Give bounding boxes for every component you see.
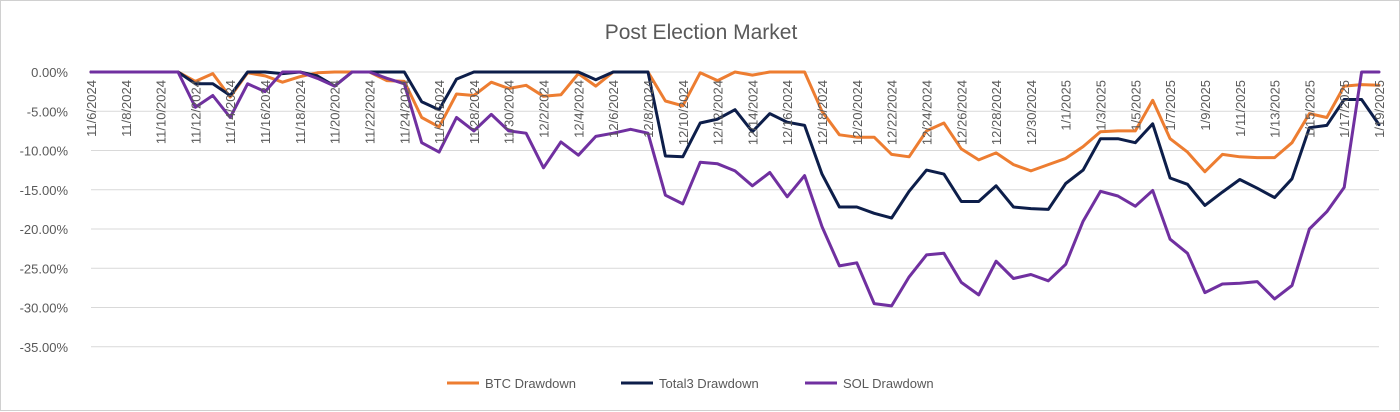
- series-line-total3-drawdown: [89, 70, 1381, 220]
- y-tick-label: -35.00%: [20, 340, 69, 355]
- series-line-sol-drawdown: [89, 70, 1381, 308]
- x-tick-label: 11/26/2024: [432, 80, 447, 144]
- x-tick-label: 11/14/2024: [223, 80, 238, 144]
- legend-item: Total3 Drawdown: [621, 376, 759, 391]
- y-tick-label: 0.00%: [31, 65, 68, 80]
- legend-item: BTC Drawdown: [447, 376, 576, 391]
- series-lines: [89, 70, 1381, 308]
- x-tick-label: 12/4/2024: [571, 80, 586, 138]
- x-tick-label: 1/19/2025: [1372, 80, 1387, 138]
- legend: BTC Drawdown Total3 Drawdown SOL Drawdown: [447, 376, 934, 391]
- x-tick-label: 11/6/2024: [84, 80, 99, 137]
- y-axis-ticks: 0.00% -5.00% -10.00% -15.00% -20.00% -25.00% -…: [20, 65, 69, 355]
- x-tick-label: 11/22/2024: [362, 80, 377, 144]
- legend-label: BTC Drawdown: [485, 376, 576, 391]
- gridlines: [91, 71, 1379, 348]
- x-tick-label: 1/5/2025: [1128, 80, 1143, 131]
- x-tick-label: 12/28/2024: [989, 80, 1004, 145]
- x-tick-label: 12/22/2024: [885, 80, 900, 145]
- y-tick-label: -20.00%: [20, 222, 69, 237]
- x-tick-label: 12/10/2024: [676, 80, 691, 145]
- x-tick-label: 1/15/2025: [1302, 80, 1317, 138]
- x-tick-label: 12/26/2024: [954, 80, 969, 145]
- x-tick-label: 12/16/2024: [780, 80, 795, 145]
- x-tick-label: 11/24/2024: [397, 80, 412, 144]
- x-tick-label: 12/8/2024: [641, 80, 656, 138]
- x-tick-label: 1/7/2025: [1163, 80, 1178, 131]
- x-tick-label: 11/12/2024: [188, 80, 203, 144]
- x-tick-label: 11/10/2024: [154, 80, 169, 144]
- x-tick-label: 11/30/2024: [502, 80, 517, 144]
- x-tick-label: 1/11/2025: [1233, 80, 1248, 137]
- legend-label: SOL Drawdown: [843, 376, 934, 391]
- x-tick-label: 1/3/2025: [1094, 80, 1109, 131]
- x-tick-label: 11/28/2024: [467, 80, 482, 144]
- legend-item: SOL Drawdown: [805, 376, 934, 391]
- y-tick-label: -10.00%: [20, 144, 69, 159]
- x-tick-label: 1/9/2025: [1198, 80, 1213, 131]
- x-tick-label: 1/13/2025: [1268, 80, 1283, 138]
- x-tick-label: 1/1/2025: [1059, 80, 1074, 131]
- x-tick-label: 12/20/2024: [850, 80, 865, 145]
- x-tick-label: 11/18/2024: [293, 80, 308, 144]
- y-tick-label: -15.00%: [20, 183, 69, 198]
- chart-title: Post Election Market: [605, 21, 798, 44]
- y-tick-label: -30.00%: [20, 301, 69, 316]
- series-line-btc-drawdown: [89, 70, 1381, 174]
- x-tick-label: 12/30/2024: [1024, 80, 1039, 145]
- x-tick-label: 12/12/2024: [711, 80, 726, 145]
- x-tick-label: 12/14/2024: [745, 80, 760, 145]
- x-tick-label: 1/17/2025: [1337, 80, 1352, 138]
- x-tick-label: 12/24/2024: [919, 80, 934, 145]
- x-tick-label: 12/18/2024: [815, 80, 830, 145]
- x-tick-label: 12/6/2024: [606, 80, 621, 138]
- x-tick-label: 11/20/2024: [328, 80, 343, 144]
- y-tick-label: -25.00%: [20, 261, 69, 276]
- x-tick-label: 11/8/2024: [119, 80, 134, 137]
- legend-label: Total3 Drawdown: [659, 376, 759, 391]
- y-tick-label: -5.00%: [27, 104, 69, 119]
- x-axis-ticks: 11/6/2024 11/8/2024 11/10/2024 11/12/2024 11…: [84, 80, 1387, 145]
- x-tick-label: 12/2/2024: [537, 80, 552, 138]
- x-tick-label: 11/16/2024: [258, 80, 273, 144]
